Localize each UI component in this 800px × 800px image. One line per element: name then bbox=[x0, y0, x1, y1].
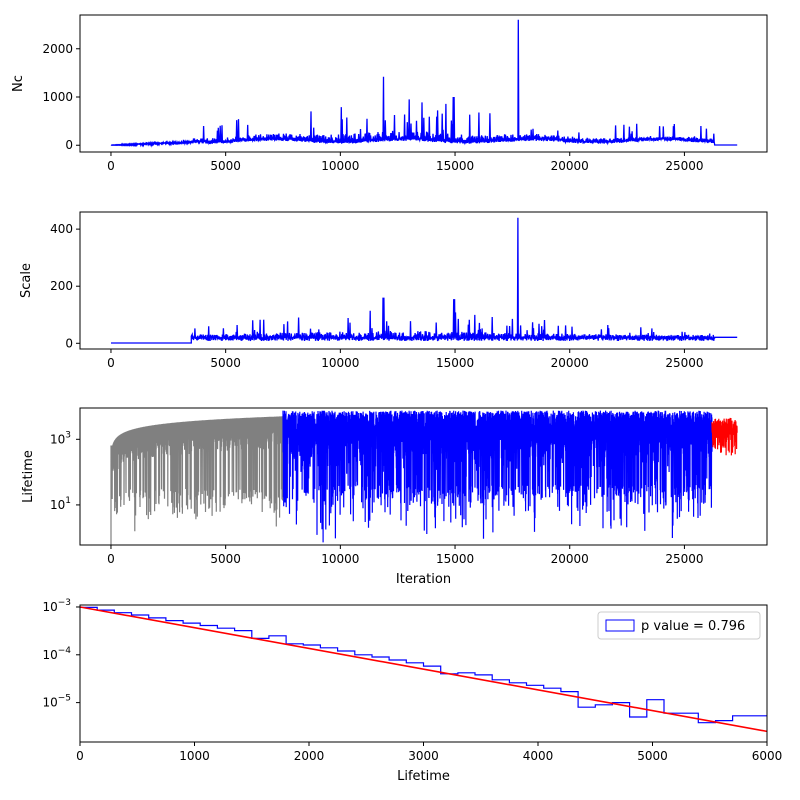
nc-plot: 0 5000 10000 15000 20000 25000 0 1000 2000 Nc bbox=[11, 14, 768, 173]
y-tick-base: 10 bbox=[42, 600, 57, 614]
lifetime-histogram: 0 1000 2000 3000 4000 5000 600010−510−410−3Lif… bbox=[42, 598, 783, 784]
x-tick-label: 5000 bbox=[210, 356, 241, 370]
scale-series-line bbox=[111, 217, 738, 344]
x-tick-label: 0 bbox=[76, 749, 84, 763]
x-tick-label: 25000 bbox=[665, 552, 703, 566]
x-tick-label: 3000 bbox=[408, 749, 439, 763]
y-tick-label: 400 bbox=[50, 222, 73, 236]
legend: p value = 0.796 bbox=[597, 611, 761, 640]
y-tick-label: 0 bbox=[65, 336, 73, 350]
x-axis-label: Iteration bbox=[396, 572, 451, 587]
y-tick-exponent: −5 bbox=[58, 694, 71, 704]
x-tick-label: 25000 bbox=[665, 356, 703, 370]
y-tick-label: 200 bbox=[50, 279, 73, 293]
y-axis-label: Nc bbox=[11, 75, 26, 92]
x-tick-label: 20000 bbox=[551, 159, 589, 173]
y-tick-base: 10 bbox=[50, 432, 65, 446]
y-axis-label: Scale bbox=[19, 263, 34, 298]
lifetime-series-2 bbox=[711, 417, 738, 456]
lifetime-series-1 bbox=[282, 410, 713, 543]
y-tick-label: 10−3 bbox=[42, 598, 71, 614]
x-tick-label: 0 bbox=[107, 356, 115, 370]
x-tick-label: 2000 bbox=[294, 749, 325, 763]
y-tick-exponent: 3 bbox=[65, 430, 71, 440]
y-tick-label: 0 bbox=[65, 138, 73, 152]
axes-frame bbox=[79, 211, 768, 350]
histogram-steps bbox=[80, 606, 767, 724]
x-tick-label: 10000 bbox=[321, 356, 359, 370]
y-tick-label: 2000 bbox=[42, 42, 73, 56]
y-tick-label: 10−5 bbox=[42, 694, 71, 710]
axes-frame bbox=[79, 407, 768, 546]
y-tick-label: 10−4 bbox=[42, 646, 71, 662]
x-tick-label: 15000 bbox=[436, 356, 474, 370]
y-tick-label: 103 bbox=[50, 430, 71, 446]
axes-frame bbox=[79, 14, 768, 153]
exponential-fit-line bbox=[80, 606, 767, 733]
x-tick-label: 10000 bbox=[321, 552, 359, 566]
x-tick-label: 1000 bbox=[179, 749, 210, 763]
x-tick-label: 15000 bbox=[436, 552, 474, 566]
legend-label: p value = 0.796 bbox=[641, 619, 745, 634]
x-tick-label: 15000 bbox=[436, 159, 474, 173]
y-tick-label: 101 bbox=[50, 496, 71, 512]
x-axis-label: Lifetime bbox=[397, 769, 450, 784]
x-tick-label: 10000 bbox=[321, 159, 359, 173]
scale-plot: 0 5000 10000 15000 20000 25000 0 200 400 Scale bbox=[19, 211, 768, 370]
lifetime-series-0 bbox=[110, 416, 284, 545]
y-axis-label: Lifetime bbox=[21, 450, 36, 503]
x-tick-label: 5000 bbox=[210, 159, 241, 173]
legend-frame bbox=[597, 611, 761, 640]
x-tick-label: 20000 bbox=[551, 552, 589, 566]
x-tick-label: 4000 bbox=[523, 749, 554, 763]
y-tick-base: 10 bbox=[50, 498, 65, 512]
nc-series-line bbox=[110, 19, 738, 148]
y-tick-exponent: −4 bbox=[58, 646, 72, 656]
x-tick-label: 20000 bbox=[551, 356, 589, 370]
lifetime-plot: 0 5000 10000 15000 20000 25000101103LifetimeI… bbox=[21, 407, 768, 587]
y-tick-exponent: 1 bbox=[65, 496, 71, 506]
x-tick-label: 6000 bbox=[752, 749, 783, 763]
y-tick-base: 10 bbox=[42, 648, 57, 662]
x-tick-label: 0 bbox=[107, 159, 115, 173]
y-tick-exponent: −3 bbox=[58, 598, 71, 608]
x-tick-label: 0 bbox=[107, 552, 115, 566]
x-tick-label: 25000 bbox=[665, 159, 703, 173]
y-tick-label: 1000 bbox=[42, 90, 73, 104]
x-tick-label: 5000 bbox=[637, 749, 668, 763]
legend-swatch bbox=[605, 619, 635, 632]
x-tick-label: 5000 bbox=[210, 552, 241, 566]
y-tick-base: 10 bbox=[42, 696, 57, 710]
